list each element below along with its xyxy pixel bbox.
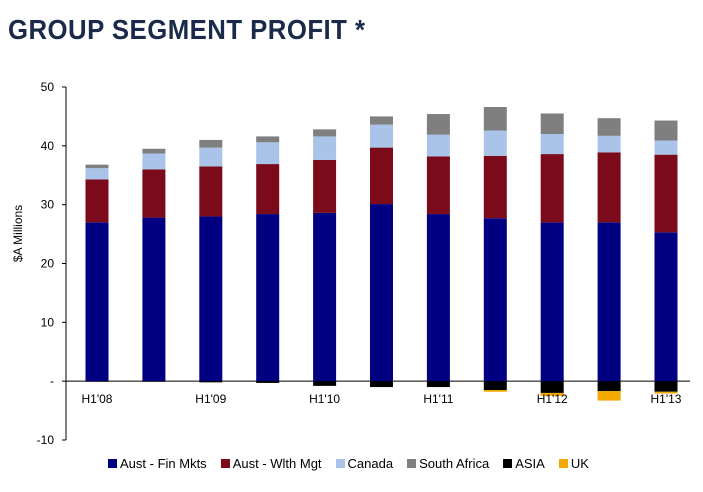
legend-swatch <box>220 459 230 468</box>
bar-segment <box>654 154 678 233</box>
bar-segment <box>313 381 337 386</box>
bar-segment <box>654 120 678 141</box>
bar-segment <box>370 147 393 205</box>
y-tick-label: 10 <box>41 315 55 329</box>
bar-segment <box>199 216 223 382</box>
bar-segment <box>426 114 450 135</box>
bar-segment <box>597 391 621 401</box>
bar-segment <box>483 218 507 382</box>
legend-item: South Africa <box>407 456 489 471</box>
legend-swatch <box>558 459 568 468</box>
bar-segment <box>597 152 621 223</box>
y-axis-label: $A Millions <box>11 205 25 262</box>
legend-item: Aust - Fin Mkts <box>108 456 207 471</box>
legend-label: UK <box>570 456 589 471</box>
bar-segment <box>370 124 393 148</box>
bar-segment <box>426 381 450 388</box>
x-tick-label: H1'08 <box>82 392 113 406</box>
x-tick-label: H1'09 <box>195 392 226 406</box>
legend-swatch <box>503 459 513 468</box>
bar-segment <box>540 113 564 135</box>
bar-segment <box>597 118 621 136</box>
bar-segment <box>654 232 678 382</box>
bar-segment <box>483 389 507 392</box>
x-tick-label: H1'13 <box>651 392 682 406</box>
bar-segment <box>142 153 166 170</box>
legend-label: ASIA <box>515 456 545 471</box>
bar-segment <box>85 168 109 180</box>
legend-label: South Africa <box>419 456 490 471</box>
bar-segment <box>199 381 223 383</box>
y-tick-label: 30 <box>41 198 55 212</box>
bar-segment <box>540 392 564 396</box>
bar-segment <box>426 214 450 382</box>
bar-segment <box>540 134 564 155</box>
legend: Aust - Fin Mkts Aust - Wlth Mgt Canada Sout… <box>108 456 589 471</box>
bar-segment <box>426 156 450 215</box>
bar-segment <box>199 139 223 148</box>
bar-segment <box>483 381 507 390</box>
bar-segment <box>256 381 280 383</box>
x-tick-label: H1'12 <box>537 392 568 406</box>
page-title: GROUP SEGMENT PROFIT * <box>8 14 366 45</box>
x-tick-label: H1'11 <box>423 392 453 406</box>
bar-segment <box>654 391 678 394</box>
bar-segment <box>85 164 109 169</box>
bar-segment <box>426 134 450 157</box>
bar-segment <box>370 116 393 125</box>
x-tick-label: H1'10 <box>309 392 340 406</box>
bar-segment <box>597 381 621 392</box>
y-tick-label: 50 <box>41 80 55 94</box>
bar-segment <box>142 217 166 382</box>
y-tick-label: 20 <box>41 257 55 271</box>
bar-segment <box>597 135 621 153</box>
bar-segment <box>256 142 280 165</box>
bar-segment <box>256 136 280 143</box>
bar-segment <box>540 381 564 393</box>
bar-segment <box>85 222 109 382</box>
bars <box>85 107 678 401</box>
legend-item: ASIA <box>503 456 545 471</box>
legend-swatch <box>407 459 417 468</box>
bar-segment <box>199 147 223 167</box>
legend-item: Aust - Wlth Mgt <box>220 456 322 471</box>
y-tick-label: - <box>50 374 54 388</box>
legend-label: Canada <box>347 456 394 471</box>
bar-segment <box>540 222 564 382</box>
bar-segment <box>142 169 166 218</box>
bar-segment <box>313 136 337 160</box>
bar-segment <box>370 204 393 382</box>
bar-segment <box>256 214 280 382</box>
bar-segment <box>597 222 621 382</box>
bar-segment <box>313 129 337 137</box>
bar-segment <box>142 148 166 154</box>
legend-item: UK <box>558 456 589 471</box>
bar-segment <box>199 166 223 217</box>
legend-swatch <box>108 459 117 468</box>
bar-segment <box>483 155 507 219</box>
bar-segment <box>85 179 109 223</box>
legend-swatch <box>335 459 345 468</box>
bar-segment <box>142 381 166 382</box>
bar-segment <box>654 381 678 392</box>
bar-segment <box>85 381 109 382</box>
y-tick-label: 40 <box>41 139 55 153</box>
tick-labels: 50 40 30 20 10 - -10 $A Millions H1'08 H1'09 H1'10… <box>11 80 682 447</box>
legend-label: Aust - Fin Mkts <box>120 456 207 471</box>
y-tick-label: -10 <box>37 433 55 447</box>
bar-segment <box>483 107 507 131</box>
bar-segment <box>370 381 393 388</box>
bar-segment <box>540 154 564 223</box>
legend-item: Canada <box>335 456 394 471</box>
bar-segment <box>654 140 678 155</box>
bar-segment <box>313 159 337 213</box>
legend-label: Aust - Wlth Mgt <box>232 456 322 471</box>
bar-segment <box>483 130 507 156</box>
bar-segment <box>313 212 337 382</box>
bar-segment <box>256 164 280 215</box>
